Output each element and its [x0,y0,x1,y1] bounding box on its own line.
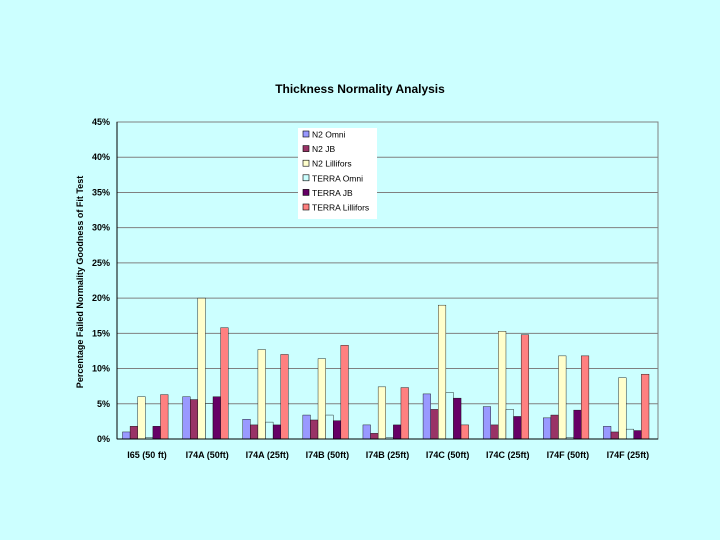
bar-n2-lillifors [618,377,627,440]
legend-swatch [302,145,310,152]
bar-n2-lillifors [197,297,206,440]
bar-terra-jb [212,396,221,440]
y-tick-label: 25% [92,258,110,268]
bar-n2-jb [430,409,439,440]
bar-terra-omni [265,421,274,440]
x-tick-label: I74F (50ft) [547,450,590,460]
bar-n2-jb [370,433,379,440]
legend-swatch [302,189,310,196]
y-tick-label: 45% [92,117,110,127]
legend-label: N2 JB [312,144,335,154]
y-tick-label: 15% [92,328,110,338]
y-tick-label: 5% [97,399,110,409]
x-tick-label: I74F (25ft) [607,450,650,460]
bar-n2-omni [242,419,251,440]
bar-terra-jb [272,424,281,440]
bar-n2-jb [250,424,259,440]
bar-n2-jb [550,414,559,440]
bar-terra-jb [633,430,642,440]
bar-n2-jb [610,431,619,440]
bar-terra-lillifors [520,334,529,440]
bar-n2-lillifors [137,396,146,440]
bar-terra-lillifors [581,355,590,440]
bar-terra-omni [445,392,454,440]
bar-n2-omni [182,396,191,440]
bar-n2-jb [310,419,319,440]
bar-n2-omni [362,424,371,440]
legend-label: N2 Lillifors [312,159,352,169]
bar-n2-jb [190,399,199,440]
x-tick-label: I65 (50 ft) [127,450,167,460]
bars [122,297,650,440]
bar-n2-lillifors [498,331,507,440]
bar-terra-lillifors [280,354,289,440]
bar-n2-jb [129,426,138,440]
bar-terra-lillifors [340,345,349,440]
legend-swatch [302,159,310,167]
x-tick-label: I74A (25ft) [246,450,289,460]
y-tick-label: 10% [92,364,110,374]
bar-n2-lillifors [438,304,447,440]
legend-label: TERRA Lillifors [312,203,369,213]
y-axis-label: Percentage Failed Normality Goodness of … [75,176,85,388]
bar-terra-lillifors [400,387,409,440]
y-tick-label: 20% [92,293,110,303]
bar-n2-lillifors [317,358,326,440]
x-tick-label: I74A (50ft) [186,450,229,460]
y-tick-label: 30% [92,223,110,233]
bar-n2-omni [543,417,552,440]
bar-terra-jb [573,409,582,440]
x-tick-label: I74C (50ft) [426,450,470,460]
bar-terra-jb [393,424,402,440]
bar-n2-omni [603,426,612,440]
y-axis-ticks: 0% 5% 10% 15% 20% 25% 30% 35% 40% 45% [92,117,110,444]
bar-terra-omni [325,414,334,440]
bar-n2-omni [482,406,491,440]
bar-n2-omni [122,431,131,440]
x-axis-ticks: I65 (50 ft) I74A (50ft) I74A (25ft) I74B (5… [127,450,649,460]
bar-terra-omni [625,428,634,440]
bar-terra-omni [505,409,514,440]
legend-swatch [302,130,310,138]
bar-terra-lillifors [460,424,469,440]
legend-box [298,128,377,219]
bar-terra-jb [333,420,342,440]
x-tick-label: I74B (50ft) [306,450,350,460]
bar-terra-lillifors [220,327,229,440]
bar-terra-lillifors [641,373,650,440]
x-tick-label: I74B (25ft) [366,450,410,460]
bar-terra-jb [453,397,462,440]
bar-terra-jb [152,426,161,440]
bar-n2-lillifors [377,386,386,440]
y-tick-label: 40% [92,152,110,162]
bar-n2-omni [422,393,431,440]
y-tick-label: 35% [92,187,110,197]
bar-n2-lillifors [257,349,266,440]
x-tick-label: I74C (25ft) [486,450,530,460]
legend-label: N2 Omni [312,130,346,140]
bar-n2-lillifors [558,355,567,440]
bar-terra-omni [205,403,214,440]
legend-label: TERRA Omni [312,173,363,183]
legend-swatch [302,203,310,211]
bar-terra-jb [513,416,522,440]
chart-title: Thickness Normality Analysis [275,82,445,96]
bar-n2-omni [302,414,311,440]
gridlines [117,121,658,405]
y-tick-label: 0% [97,434,110,444]
bar-n2-jb [490,424,499,440]
legend: N2 Omni N2 JB N2 Lillifors TERRA Omni TERRA … [298,128,377,219]
legend-swatch [302,174,310,182]
bar-terra-lillifors [160,394,169,440]
legend-label: TERRA JB [312,188,353,198]
